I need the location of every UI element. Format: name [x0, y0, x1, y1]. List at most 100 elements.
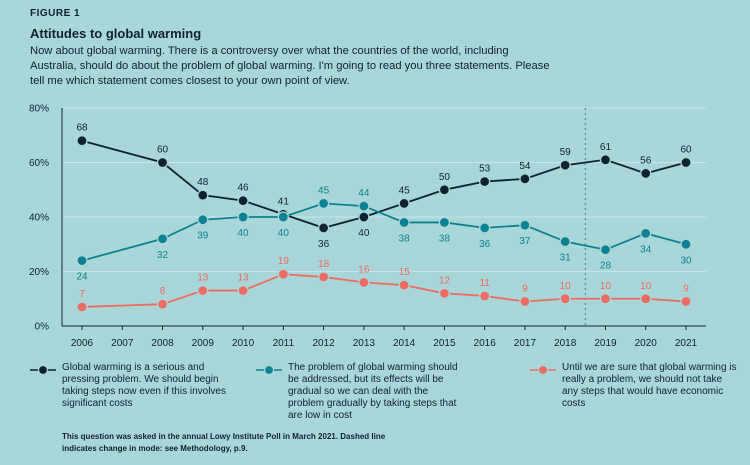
data-point-1	[156, 156, 169, 169]
data-point-2	[398, 216, 410, 229]
data-label-1: 40	[358, 228, 370, 239]
data-label-2: 30	[680, 255, 692, 266]
data-point-2	[599, 244, 612, 256]
data-label-3: 12	[439, 275, 451, 286]
data-label-1: 45	[399, 185, 411, 196]
data-label-3: 9	[683, 283, 689, 294]
data-point-2	[317, 197, 330, 210]
data-point-1	[680, 156, 692, 169]
data-label-2: 24	[76, 272, 88, 283]
data-point-3	[317, 271, 330, 283]
series-line-3	[81, 273, 687, 308]
data-label-1: 61	[600, 142, 612, 153]
x-tick-label: 2010	[232, 338, 255, 349]
x-tick-label: 2007	[111, 338, 134, 349]
data-label-2: 39	[197, 231, 209, 242]
data-point-2	[277, 211, 289, 223]
data-label-2: 31	[560, 253, 572, 264]
data-point-2	[479, 222, 491, 234]
x-tick-label: 2008	[151, 338, 174, 349]
data-point-1	[519, 173, 531, 185]
data-label-3: 7	[79, 289, 85, 300]
x-tick-label: 2020	[635, 338, 658, 349]
data-point-3	[438, 287, 451, 299]
data-point-2	[76, 254, 88, 267]
data-label-2: 40	[238, 228, 250, 239]
y-tick-label: 60%	[29, 158, 49, 169]
data-label-1: 56	[640, 155, 652, 166]
data-label-3: 11	[479, 278, 490, 289]
data-label-3: 19	[278, 256, 290, 267]
data-label-2: 45	[318, 185, 330, 196]
chart-title: Attitudes to global warming	[30, 26, 202, 41]
data-label-2: 38	[439, 233, 451, 244]
x-tick-label: 2013	[353, 338, 376, 349]
data-point-3	[76, 301, 88, 313]
data-label-1: 53	[479, 164, 491, 175]
data-label-1: 46	[238, 183, 250, 194]
data-point-2	[559, 235, 571, 248]
data-point-1	[438, 184, 451, 196]
data-label-1: 48	[197, 177, 209, 188]
x-tick-label: 2016	[474, 338, 497, 349]
data-label-1: 50	[439, 172, 451, 183]
data-label-2: 28	[600, 261, 612, 272]
data-point-3	[358, 276, 370, 289]
legend-label-serious: Global warming is a serious and pressing…	[62, 362, 226, 409]
data-label-1: 60	[157, 145, 169, 156]
data-point-3	[640, 293, 652, 305]
data-label-1: 59	[560, 147, 572, 158]
data-point-2	[156, 233, 169, 245]
data-label-2: 40	[278, 228, 290, 239]
data-label-2: 34	[640, 244, 652, 255]
legend-label-no-steps: Until we are sure that global warming is…	[562, 362, 737, 409]
x-tick-label: 2019	[594, 338, 617, 349]
x-tick-label: 2011	[273, 338, 295, 349]
data-label-2: 44	[358, 188, 370, 199]
figure-label: FIGURE 1	[30, 8, 81, 19]
data-point-1	[559, 159, 571, 171]
data-label-3: 10	[560, 281, 572, 292]
data-label-3: 10	[640, 281, 652, 292]
data-point-1	[398, 197, 410, 210]
legend-label-gradual: The problem of global warming should be …	[288, 362, 458, 421]
y-tick-label: 80%	[29, 104, 49, 115]
x-tick-label: 2018	[554, 338, 577, 349]
y-tick-label: 40%	[29, 213, 49, 224]
x-tick-label: 2014	[393, 338, 416, 349]
data-point-1	[237, 194, 249, 207]
data-label-1: 36	[318, 239, 330, 250]
data-point-1	[317, 222, 330, 234]
data-label-2: 37	[519, 236, 531, 247]
data-label-1: 60	[680, 145, 692, 156]
data-point-2	[438, 216, 451, 229]
data-point-3	[479, 290, 491, 302]
data-point-1	[479, 175, 491, 188]
data-point-1	[358, 211, 370, 223]
x-tick-label: 2006	[71, 338, 94, 349]
data-label-1: 68	[76, 123, 88, 134]
data-point-3	[559, 293, 571, 305]
data-label-3: 15	[399, 267, 411, 278]
data-label-1: 41	[278, 196, 290, 207]
data-point-2	[237, 211, 249, 223]
data-point-1	[640, 167, 652, 180]
data-label-3: 8	[160, 286, 166, 297]
line-chart: 0% 20% 40% 60% 80% 2006 2007 2008 2009 2010 2011 20…	[29, 104, 706, 349]
x-tick-label: 2021	[675, 338, 698, 349]
data-point-3	[599, 293, 612, 305]
footnote: This question was asked in the annual Lo…	[62, 432, 386, 453]
y-tick-label: 0%	[35, 322, 50, 333]
x-tick-label: 2017	[514, 338, 537, 349]
data-label-3: 10	[600, 281, 612, 292]
data-point-1	[599, 154, 612, 166]
data-point-1	[197, 189, 209, 201]
data-point-3	[680, 295, 692, 308]
data-point-3	[519, 295, 531, 308]
legend-marker-serious	[30, 366, 56, 374]
data-label-3: 9	[522, 283, 528, 294]
data-point-2	[197, 214, 209, 226]
data-point-2	[358, 200, 370, 212]
data-point-3	[156, 298, 169, 310]
series-line-2	[81, 202, 687, 262]
